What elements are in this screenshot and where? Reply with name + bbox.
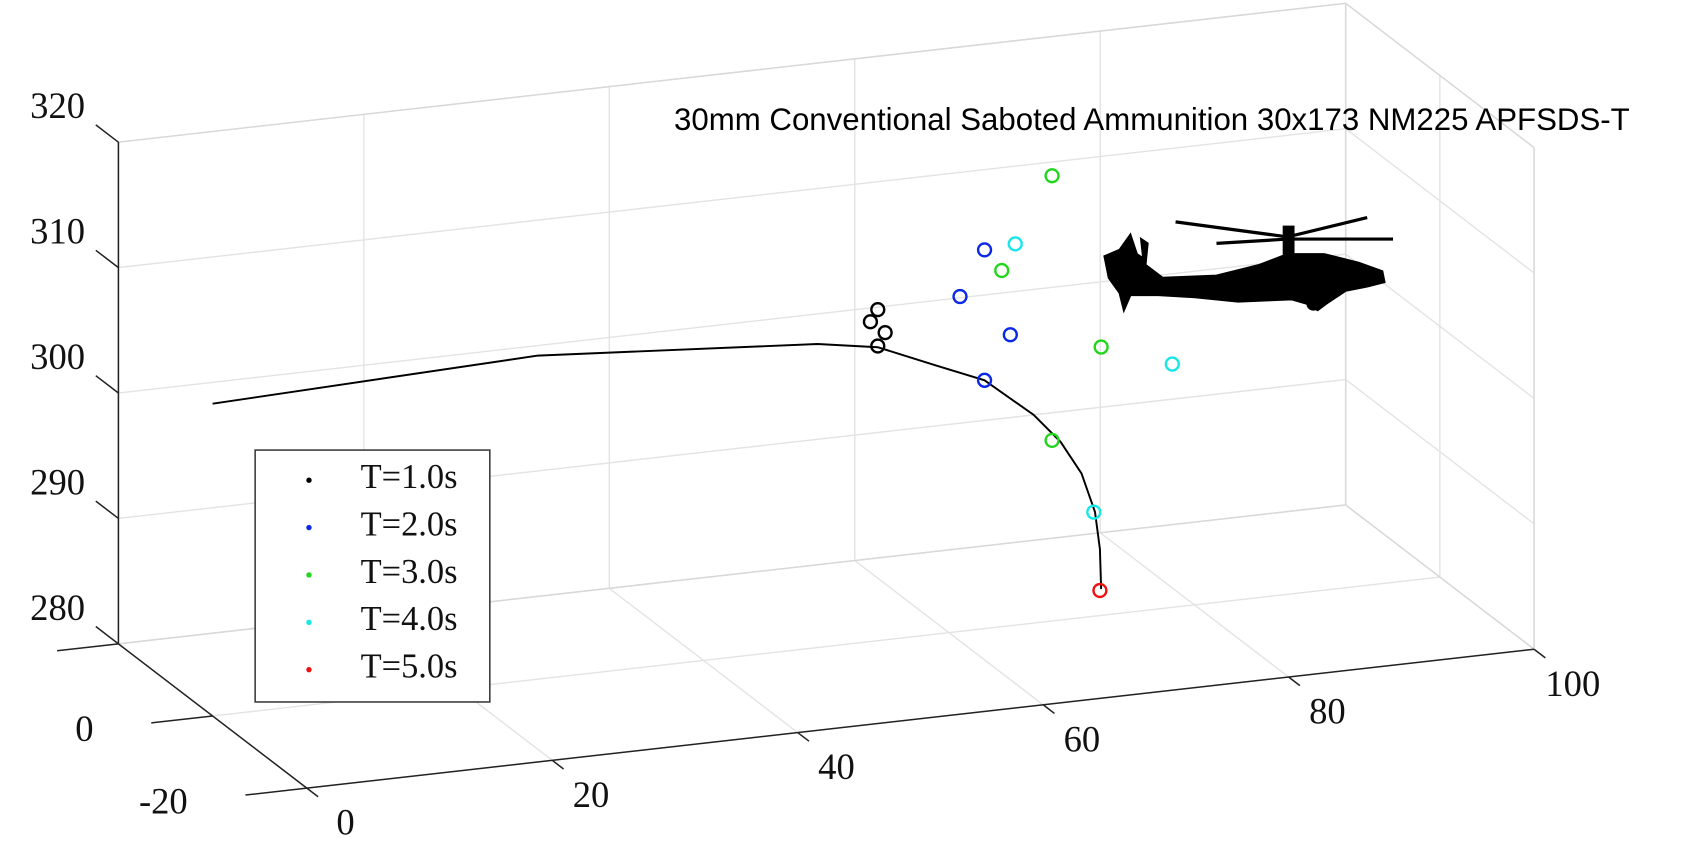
z-tick-label: 290 xyxy=(30,461,85,502)
point xyxy=(976,242,993,258)
legend-marker xyxy=(306,572,312,578)
grid-line xyxy=(118,128,1346,269)
y-axis xyxy=(117,643,308,789)
z-tick-label: 280 xyxy=(30,587,85,628)
grid-line xyxy=(118,253,1346,394)
z-tick xyxy=(95,500,119,520)
x-tick xyxy=(797,731,810,742)
point xyxy=(1044,168,1060,184)
x-tick xyxy=(1533,648,1546,659)
y-tick xyxy=(56,643,119,652)
x-tick-label: 100 xyxy=(1545,663,1600,704)
point xyxy=(1044,432,1060,449)
legend-marker xyxy=(306,666,312,673)
point xyxy=(1086,504,1102,520)
plot-area xyxy=(212,168,1180,599)
y-tick-label: -20 xyxy=(139,780,188,821)
z-tick-label: 320 xyxy=(30,85,85,126)
x-tick xyxy=(551,759,565,770)
y-tick xyxy=(151,715,213,724)
box-edge xyxy=(118,2,1346,143)
legend-label: T=5.0s xyxy=(361,648,458,686)
point xyxy=(1093,339,1109,355)
point xyxy=(870,338,886,354)
legend: T=1.0s T=2.0s T=3.0s T=4.0s T=5.0s xyxy=(254,449,491,703)
legend-box xyxy=(254,449,491,703)
legend-label: T=2.0s xyxy=(361,505,458,543)
point xyxy=(976,372,993,388)
chart-title: 30mm Conventional Saboted Ammunition 30x… xyxy=(674,102,1630,137)
legend-label: T=4.0s xyxy=(361,600,458,638)
y-tick-label: 0 xyxy=(75,708,93,749)
point xyxy=(870,301,886,318)
x-tick-label: 0 xyxy=(336,802,354,843)
x-tick-label: 20 xyxy=(573,774,610,815)
x-tick xyxy=(1042,704,1055,715)
z-tick xyxy=(95,375,119,394)
z-tick xyxy=(95,249,119,269)
z-tick-label: 310 xyxy=(30,211,85,252)
z-tick xyxy=(95,625,119,645)
grid-line xyxy=(1345,379,1535,525)
y-tick xyxy=(245,787,307,796)
x-tick-label: 80 xyxy=(1309,691,1346,732)
box-edge xyxy=(1345,504,1535,650)
z-tick-label: 300 xyxy=(30,336,85,377)
x-tick xyxy=(306,787,319,798)
legend-marker xyxy=(306,477,312,483)
legend-label: T=3.0s xyxy=(361,553,458,591)
point xyxy=(862,314,879,330)
grid-line xyxy=(1345,128,1535,274)
point xyxy=(994,262,1010,279)
x-tick-label: 40 xyxy=(818,746,855,787)
x-tick xyxy=(1288,676,1301,687)
box-edge xyxy=(1345,2,1535,149)
legend-marker xyxy=(306,524,312,531)
point xyxy=(1002,327,1018,343)
point xyxy=(1092,582,1108,599)
point xyxy=(877,324,893,341)
helicopter-icon xyxy=(1103,215,1394,314)
legend-label: T=1.0s xyxy=(361,458,458,496)
z-tick xyxy=(95,124,119,143)
x-tick-label: 60 xyxy=(1064,718,1101,759)
point xyxy=(1007,236,1023,252)
point xyxy=(1164,356,1180,372)
legend-marker xyxy=(306,619,312,626)
x-axis xyxy=(306,648,1535,789)
point xyxy=(952,288,968,305)
